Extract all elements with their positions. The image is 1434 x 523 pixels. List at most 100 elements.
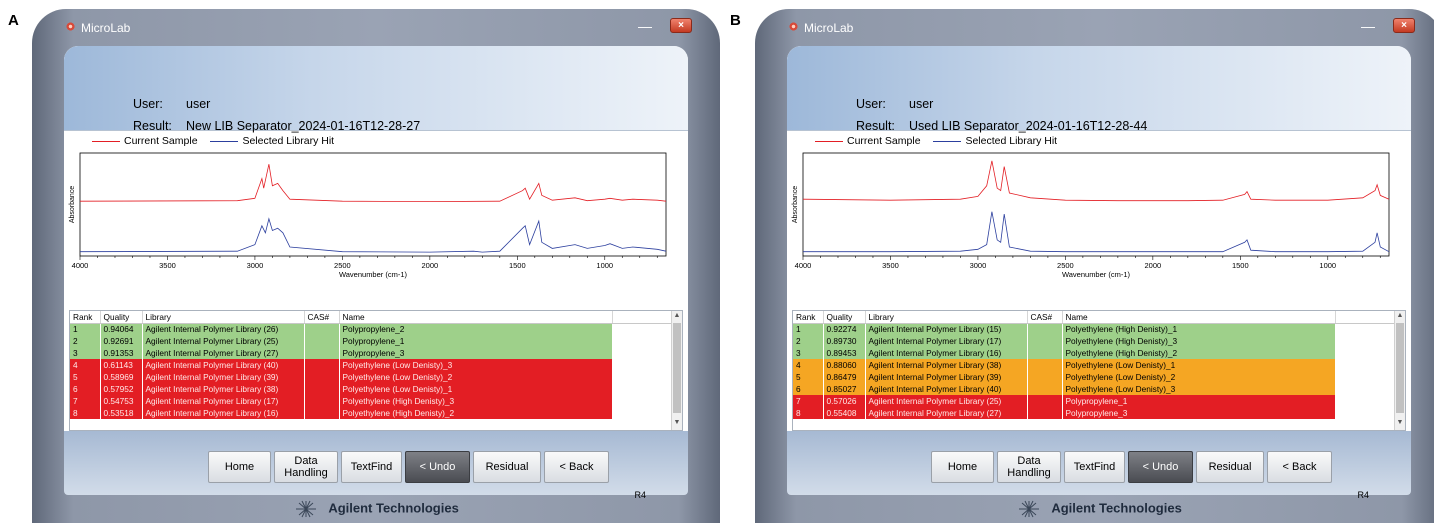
undo-button[interactable]: < Undo [1128, 451, 1193, 483]
agilent-spark-logo-icon [1019, 500, 1040, 518]
scroll-down-arrow-icon[interactable]: ▼ [673, 419, 681, 426]
cell-cas [304, 383, 340, 395]
table-row[interactable]: 4 0.88060 Agilent Internal Polymer Library… [793, 359, 1396, 371]
column-header[interactable]: Quality [823, 311, 866, 324]
cell-name: Polyethylene (High Denisty)_3 [339, 395, 613, 407]
close-button[interactable]: × [670, 18, 692, 33]
cell-spacer [612, 383, 673, 395]
library-hit-line [803, 211, 1390, 253]
table-row[interactable]: 5 0.58969 Agilent Internal Polymer Library… [70, 371, 673, 383]
column-header[interactable]: CAS# [1027, 311, 1063, 324]
app-title: MicroLab [804, 21, 854, 35]
undo-button[interactable]: < Undo [405, 451, 470, 483]
table-row[interactable]: 6 0.85027 Agilent Internal Polymer Library… [793, 383, 1396, 395]
cell-library: Agilent Internal Polymer Library (16) [142, 407, 305, 419]
scroll-thumb[interactable] [673, 323, 681, 413]
column-header[interactable]: Name [1062, 311, 1336, 324]
cell-spacer [1335, 359, 1396, 371]
cell-name: Polypropylene_2 [339, 323, 613, 335]
scroll-down-arrow-icon[interactable]: ▼ [1396, 419, 1404, 426]
cell-quality: 0.55408 [823, 407, 866, 419]
column-header[interactable]: Library [142, 311, 305, 324]
cell-library: Agilent Internal Polymer Library (27) [142, 347, 305, 359]
x-tick-label: 3000 [247, 261, 264, 270]
panel-letter-b: B [730, 12, 741, 29]
residual-button[interactable]: Residual [473, 451, 541, 483]
cell-quality: 0.88060 [823, 359, 866, 371]
title-bar: MicroLab — × [755, 9, 1434, 43]
residual-button[interactable]: Residual [1196, 451, 1264, 483]
cell-cas [304, 407, 340, 419]
scroll-up-arrow-icon[interactable]: ▲ [1396, 312, 1404, 319]
column-header[interactable]: Name [339, 311, 613, 324]
table-row[interactable]: 8 0.53518 Agilent Internal Polymer Library… [70, 407, 673, 419]
cell-quality: 0.53518 [100, 407, 143, 419]
revision-label: R4 [634, 490, 646, 500]
cell-cas [1027, 407, 1063, 419]
table-row[interactable]: 7 0.54753 Agilent Internal Polymer Library… [70, 395, 673, 407]
scroll-thumb[interactable] [1396, 323, 1404, 413]
back-button[interactable]: < Back [1267, 451, 1332, 483]
cell-name: Polyethylene (High Denisty)_1 [1062, 323, 1336, 335]
textfind-button[interactable]: TextFind [341, 451, 402, 483]
result-value: Used LIB Separator_2024-01-16T12-28-44 [909, 119, 1148, 133]
library-hit-line [79, 217, 667, 253]
table-row[interactable]: 3 0.91353 Agilent Internal Polymer Library… [70, 347, 673, 359]
table-row[interactable]: 5 0.86479 Agilent Internal Polymer Library… [793, 371, 1396, 383]
x-tick-label: 3000 [970, 261, 987, 270]
x-axis-label: Wavenumber (cm-1) [1062, 270, 1131, 279]
cell-rank: 6 [793, 383, 824, 395]
column-header[interactable]: Quality [100, 311, 143, 324]
data-handling-button[interactable]: Data Handling [997, 451, 1061, 483]
table-row[interactable]: 1 0.92274 Agilent Internal Polymer Library… [793, 323, 1396, 335]
table-header-row: Rank Quality Library CAS# Name [793, 311, 1396, 324]
brand-name: Agilent Technologies [328, 500, 459, 516]
table-scrollbar[interactable]: ▲ ▼ [671, 311, 682, 430]
column-header[interactable]: CAS# [304, 311, 340, 324]
scroll-up-arrow-icon[interactable]: ▲ [673, 312, 681, 319]
plot-frame [79, 152, 667, 257]
table-row[interactable]: 4 0.61143 Agilent Internal Polymer Library… [70, 359, 673, 371]
user-label: User: [133, 97, 163, 111]
table-row[interactable]: 3 0.89453 Agilent Internal Polymer Library… [793, 347, 1396, 359]
textfind-button[interactable]: TextFind [1064, 451, 1125, 483]
x-tick-label: 1000 [1319, 261, 1336, 270]
cell-rank: 1 [793, 323, 824, 335]
cell-name: Polypropylene_1 [339, 335, 613, 347]
library-hit-swatch [210, 140, 239, 142]
current-sample-line [802, 160, 1390, 202]
column-header[interactable]: Rank [793, 311, 824, 324]
home-button[interactable]: Home [931, 451, 994, 483]
cell-library: Agilent Internal Polymer Library (17) [142, 395, 305, 407]
column-header[interactable]: Library [865, 311, 1028, 324]
cell-rank: 7 [70, 395, 101, 407]
minimize-button[interactable]: — [638, 18, 652, 34]
close-button[interactable]: × [1393, 18, 1415, 33]
table-row[interactable]: 7 0.57026 Agilent Internal Polymer Library… [793, 395, 1396, 407]
app-screen: User: user Result: Used LIB Separator_20… [787, 46, 1411, 431]
table-row[interactable]: 2 0.89730 Agilent Internal Polymer Library… [793, 335, 1396, 347]
table-row[interactable]: 1 0.94064 Agilent Internal Polymer Library… [70, 323, 673, 335]
hits-table: Rank Quality Library CAS# Name 1 0.94064 Agile… [70, 311, 673, 419]
spectrum-chart[interactable]: 4000 3500 3000 2500 2000 1500 1000 Wavenumber (… [787, 146, 1411, 279]
spectrum-chart[interactable]: 4000 3500 3000 2500 2000 1500 1000 Wavenumber (… [64, 146, 688, 279]
back-button[interactable]: < Back [544, 451, 609, 483]
table-row[interactable]: 2 0.92691 Agilent Internal Polymer Library… [70, 335, 673, 347]
cell-spacer [1335, 407, 1396, 419]
cell-name: Polyethylene (High Denisty)_2 [339, 407, 613, 419]
home-button[interactable]: Home [208, 451, 271, 483]
column-header-spacer [1335, 311, 1396, 324]
table-scrollbar[interactable]: ▲ ▼ [1394, 311, 1405, 430]
data-handling-button[interactable]: Data Handling [274, 451, 338, 483]
table-row[interactable]: 6 0.57952 Agilent Internal Polymer Library… [70, 383, 673, 395]
x-tick-label: 3500 [159, 261, 176, 270]
column-header[interactable]: Rank [70, 311, 101, 324]
table-row[interactable]: 8 0.55408 Agilent Internal Polymer Library… [793, 407, 1396, 419]
minimize-button[interactable]: — [1361, 18, 1375, 34]
current-sample-line [79, 164, 667, 203]
cell-name: Polyethylene (Low Denisty)_1 [1062, 359, 1336, 371]
legend-library-hit: Selected Library Hit [965, 135, 1058, 147]
cell-name: Polyethylene (Low Denisty)_3 [339, 359, 613, 371]
cell-quality: 0.92274 [823, 323, 866, 335]
cell-library: Agilent Internal Polymer Library (15) [865, 323, 1028, 335]
